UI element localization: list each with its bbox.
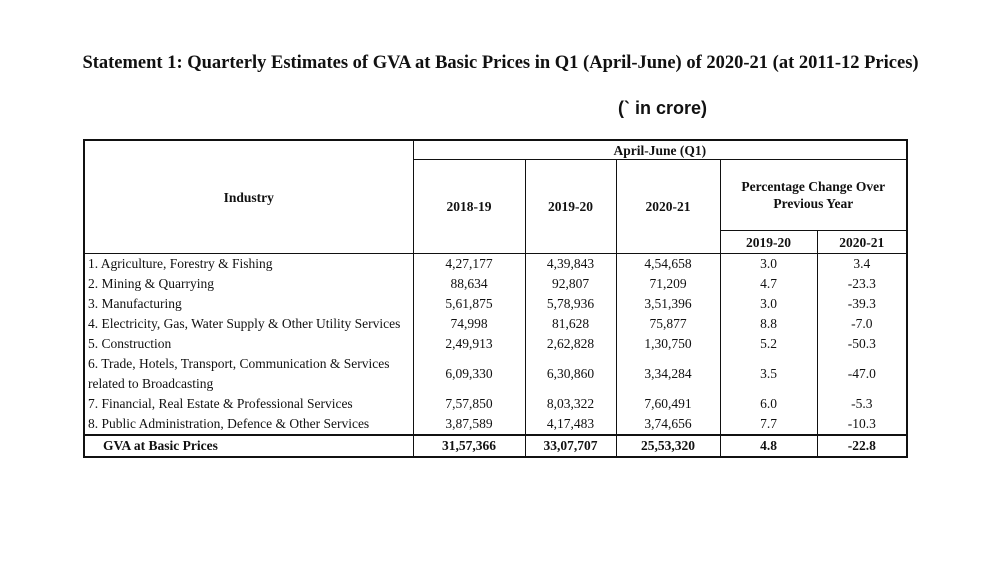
industry-cell: 7. Financial, Real Estate & Professional… <box>83 394 414 414</box>
table-row: 5. Construction 2,49,913 2,62,828 1,30,7… <box>83 334 908 354</box>
year-header-2019-20: 2019-20 <box>524 159 617 254</box>
pct-cell-2020-21: -10.3 <box>816 414 908 435</box>
table-row: 2. Mining & Quarrying 88,634 92,807 71,2… <box>83 274 908 294</box>
value-cell-2019-20: 6,30,860 <box>524 354 617 394</box>
industry-header: Industry <box>83 139 414 254</box>
value-cell-2018-19: 6,09,330 <box>412 354 526 394</box>
value-cell-2020-21: 1,30,750 <box>615 334 721 354</box>
period-header: April-June (Q1) <box>412 139 908 160</box>
gva-table: Industry April-June (Q1) 2018-19 2019-20… <box>83 139 909 458</box>
pct-cell-2020-21: -7.0 <box>816 314 908 334</box>
value-cell-2020-21: 4,54,658 <box>615 253 721 274</box>
total-value-2018-19: 31,57,366 <box>412 434 526 457</box>
value-cell-2018-19: 88,634 <box>412 274 526 294</box>
value-cell-2019-20: 81,628 <box>524 314 617 334</box>
table-row: 8. Public Administration, Defence & Othe… <box>83 414 908 435</box>
value-cell-2020-21: 75,877 <box>615 314 721 334</box>
pct-cell-2020-21: -5.3 <box>816 394 908 414</box>
total-row: GVA at Basic Prices 31,57,366 33,07,707 … <box>83 434 908 457</box>
statement-title: Statement 1: Quarterly Estimates of GVA … <box>82 53 919 73</box>
industry-cell: 2. Mining & Quarrying <box>83 274 414 294</box>
pct-cell-2020-21: -23.3 <box>816 274 908 294</box>
value-cell-2019-20: 5,78,936 <box>524 294 617 314</box>
table-row: 3. Manufacturing 5,61,875 5,78,936 3,51,… <box>83 294 908 314</box>
pct-cell-2020-21: -47.0 <box>816 354 908 394</box>
table-row: 4. Electricity, Gas, Water Supply & Othe… <box>83 314 908 334</box>
value-cell-2020-21: 3,34,284 <box>615 354 721 394</box>
pct-cell-2019-20: 7.7 <box>719 414 818 435</box>
year-header-2018-19: 2018-19 <box>412 159 526 254</box>
pct-cell-2019-20: 3.5 <box>719 354 818 394</box>
pct-cell-2019-20: 5.2 <box>719 334 818 354</box>
pct-cell-2019-20: 6.0 <box>719 394 818 414</box>
pct-cell-2019-20: 8.8 <box>719 314 818 334</box>
total-label: GVA at Basic Prices <box>83 434 414 457</box>
value-cell-2020-21: 3,74,656 <box>615 414 721 435</box>
table-row: 1. Agriculture, Forestry & Fishing 4,27,… <box>83 253 908 274</box>
table-row: 6. Trade, Hotels, Transport, Communicati… <box>83 354 908 394</box>
value-cell-2019-20: 2,62,828 <box>524 334 617 354</box>
value-cell-2018-19: 3,87,589 <box>412 414 526 435</box>
table-row: 7. Financial, Real Estate & Professional… <box>83 394 908 414</box>
year-header-2020-21: 2020-21 <box>615 159 721 254</box>
industry-cell: 1. Agriculture, Forestry & Fishing <box>83 253 414 274</box>
total-pct-2020-21: -22.8 <box>816 434 908 457</box>
value-cell-2020-21: 71,209 <box>615 274 721 294</box>
percentage-change-header: Percentage Change Over Previous Year <box>719 159 908 231</box>
pct-cell-2020-21: -39.3 <box>816 294 908 314</box>
value-cell-2018-19: 2,49,913 <box>412 334 526 354</box>
total-value-2020-21: 25,53,320 <box>615 434 721 457</box>
value-cell-2018-19: 5,61,875 <box>412 294 526 314</box>
value-cell-2018-19: 74,998 <box>412 314 526 334</box>
value-cell-2020-21: 3,51,396 <box>615 294 721 314</box>
industry-cell: 3. Manufacturing <box>83 294 414 314</box>
value-cell-2019-20: 4,17,483 <box>524 414 617 435</box>
unit-label: (` in crore) <box>618 98 708 118</box>
value-cell-2018-19: 7,57,850 <box>412 394 526 414</box>
value-cell-2019-20: 8,03,322 <box>524 394 617 414</box>
industry-cell: 8. Public Administration, Defence & Othe… <box>83 414 414 435</box>
industry-cell: 4. Electricity, Gas, Water Supply & Othe… <box>83 314 414 334</box>
pct-year-header-2019-20: 2019-20 <box>719 230 818 254</box>
total-pct-2019-20: 4.8 <box>719 434 818 457</box>
value-cell-2019-20: 92,807 <box>524 274 617 294</box>
pct-cell-2019-20: 4.7 <box>719 274 818 294</box>
total-value-2019-20: 33,07,707 <box>524 434 617 457</box>
industry-cell: 5. Construction <box>83 334 414 354</box>
value-cell-2019-20: 4,39,843 <box>524 253 617 274</box>
pct-cell-2019-20: 3.0 <box>719 294 818 314</box>
pct-cell-2020-21: 3.4 <box>816 253 908 274</box>
value-cell-2020-21: 7,60,491 <box>615 394 721 414</box>
pct-year-header-2020-21: 2020-21 <box>816 230 908 254</box>
industry-cell: 6. Trade, Hotels, Transport, Communicati… <box>83 354 414 394</box>
pct-cell-2019-20: 3.0 <box>719 253 818 274</box>
pct-cell-2020-21: -50.3 <box>816 334 908 354</box>
value-cell-2018-19: 4,27,177 <box>412 253 526 274</box>
